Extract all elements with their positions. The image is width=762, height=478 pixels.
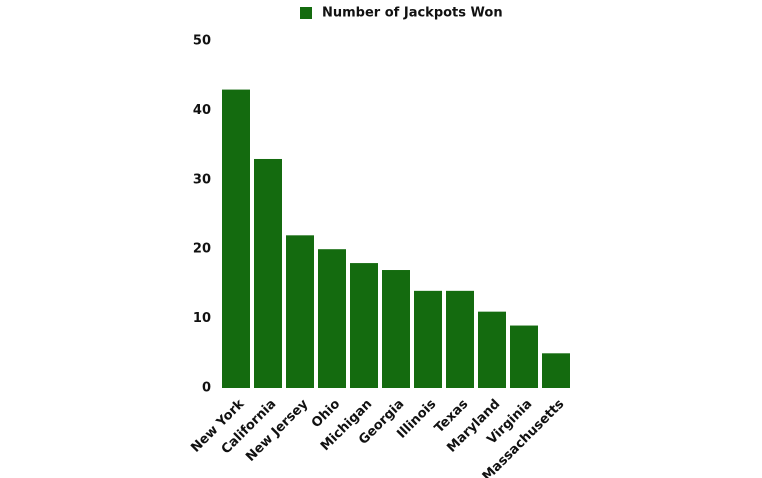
y-tick-label: 40 xyxy=(193,103,211,118)
bar xyxy=(414,290,442,388)
bar xyxy=(286,235,314,388)
bar xyxy=(510,325,538,388)
bar xyxy=(318,249,346,388)
y-tick-label: 10 xyxy=(193,311,211,326)
bar xyxy=(222,89,250,388)
y-tick-label: 20 xyxy=(193,242,211,257)
legend-swatch xyxy=(300,7,312,19)
bar xyxy=(542,353,570,388)
bar xyxy=(478,311,506,388)
bar xyxy=(382,270,410,388)
bar xyxy=(254,158,282,388)
y-tick-label: 30 xyxy=(193,172,211,187)
y-tick-label: 50 xyxy=(193,34,211,49)
bar xyxy=(446,290,474,388)
y-tick-label: 0 xyxy=(202,381,211,396)
legend-label: Number of Jackpots Won xyxy=(322,6,503,21)
bar xyxy=(350,263,378,388)
